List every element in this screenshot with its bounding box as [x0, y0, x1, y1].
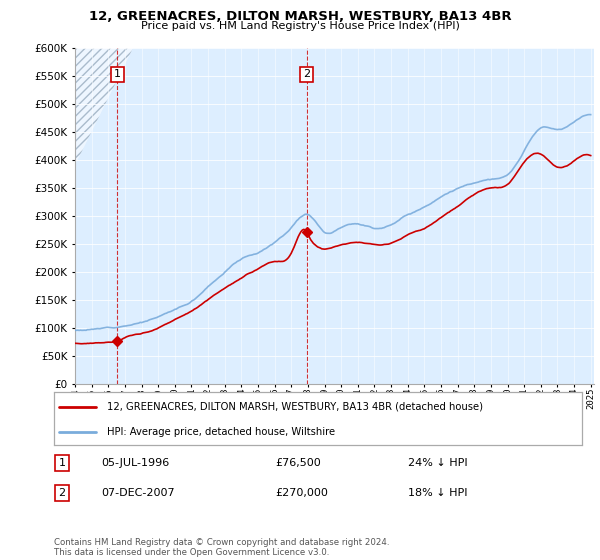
Text: 24% ↓ HPI: 24% ↓ HPI [408, 458, 467, 468]
Text: 12, GREENACRES, DILTON MARSH, WESTBURY, BA13 4BR (detached house): 12, GREENACRES, DILTON MARSH, WESTBURY, … [107, 402, 483, 412]
Text: Price paid vs. HM Land Registry's House Price Index (HPI): Price paid vs. HM Land Registry's House … [140, 21, 460, 31]
Text: HPI: Average price, detached house, Wiltshire: HPI: Average price, detached house, Wilt… [107, 427, 335, 437]
Text: £76,500: £76,500 [276, 458, 322, 468]
Text: 07-DEC-2007: 07-DEC-2007 [101, 488, 175, 498]
Text: 12, GREENACRES, DILTON MARSH, WESTBURY, BA13 4BR: 12, GREENACRES, DILTON MARSH, WESTBURY, … [89, 10, 511, 23]
Text: 1: 1 [58, 458, 65, 468]
Polygon shape [75, 48, 133, 165]
Text: 2: 2 [58, 488, 65, 498]
Text: 18% ↓ HPI: 18% ↓ HPI [408, 488, 467, 498]
Text: Contains HM Land Registry data © Crown copyright and database right 2024.
This d: Contains HM Land Registry data © Crown c… [54, 538, 389, 557]
Text: 1: 1 [114, 69, 121, 80]
Text: 05-JUL-1996: 05-JUL-1996 [101, 458, 170, 468]
Text: 2: 2 [303, 69, 310, 80]
Text: £270,000: £270,000 [276, 488, 329, 498]
